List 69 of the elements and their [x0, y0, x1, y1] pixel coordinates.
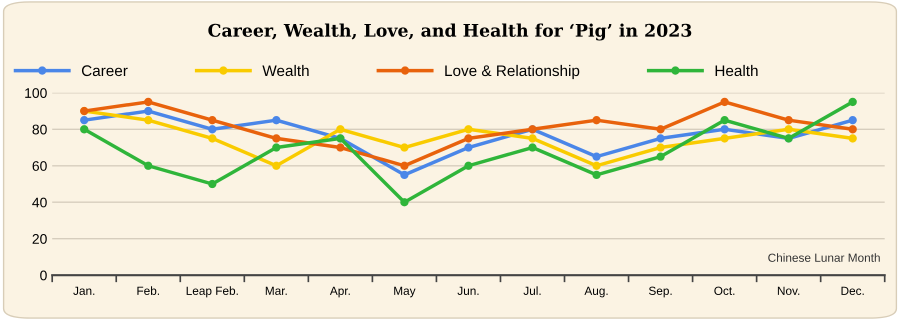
- point: [656, 125, 665, 134]
- point: [656, 134, 665, 143]
- point: [144, 106, 152, 116]
- point: [784, 116, 793, 124]
- point: [464, 125, 473, 134]
- legend-label: Wealth: [262, 64, 309, 76]
- x-tick-label: Leap Feb.: [186, 286, 238, 298]
- x-tick-label: Mar.: [266, 286, 287, 295]
- y-tick-label: 80: [32, 124, 47, 134]
- point: [848, 134, 857, 143]
- point: [720, 125, 729, 134]
- point: [720, 116, 729, 124]
- x-tick-label: Jan.: [73, 286, 94, 295]
- point: [144, 98, 152, 106]
- legend-label: Health: [716, 64, 758, 76]
- point: [720, 98, 729, 106]
- point: [208, 180, 216, 188]
- point: [464, 143, 473, 152]
- point: [400, 198, 409, 206]
- x-tick-label: Jun.: [457, 286, 479, 295]
- point: [848, 116, 857, 124]
- point: [272, 116, 280, 124]
- y-tick-label: 20: [32, 234, 47, 244]
- x-tick-label: Feb.: [137, 286, 159, 295]
- x-tick-label: Aug.: [584, 286, 608, 298]
- point: [80, 116, 88, 124]
- point: [272, 162, 280, 170]
- x-tick-label: Oct.: [714, 286, 734, 295]
- legend-label: Love & Relationship: [445, 64, 580, 80]
- point: [464, 162, 473, 170]
- point: [528, 143, 537, 152]
- point: [592, 116, 601, 124]
- y-tick-label: 0: [40, 270, 47, 280]
- y-tick-label: 60: [32, 161, 47, 171]
- x-tick-label: Jul.: [523, 286, 541, 295]
- chart-title: Career, Wealth, Love, and Health for ‘Pig’ in 2023: [208, 23, 692, 41]
- point: [336, 143, 345, 152]
- point: [848, 125, 857, 134]
- point: [208, 134, 216, 143]
- x-tick-label: Dec.: [842, 286, 864, 295]
- point: [656, 143, 665, 152]
- point: [848, 98, 857, 106]
- point: [400, 162, 409, 170]
- x-tick-label: Nov.: [778, 286, 800, 295]
- point: [144, 116, 152, 124]
- point: [656, 152, 665, 161]
- legend-label: Career: [82, 65, 128, 76]
- point: [208, 125, 216, 134]
- point: [592, 162, 601, 170]
- point: [80, 125, 88, 134]
- point: [208, 116, 216, 124]
- x-tick-label: May: [394, 286, 416, 298]
- point: [272, 134, 280, 143]
- point: [336, 125, 345, 134]
- x-axis-title: Chinese Lunar Month: [768, 253, 880, 262]
- point: [720, 134, 729, 143]
- y-tick-label: 100: [25, 88, 47, 98]
- point: [400, 143, 409, 152]
- point: [592, 152, 601, 161]
- point: [784, 125, 793, 134]
- point: [464, 134, 473, 143]
- point: [144, 162, 152, 170]
- x-tick-label: Sep.: [648, 286, 672, 298]
- x-tick-label: Apr.: [330, 286, 350, 298]
- y-tick-label: 40: [32, 198, 47, 208]
- point: [272, 143, 280, 152]
- point: [528, 134, 537, 143]
- point: [592, 170, 601, 180]
- point: [400, 170, 409, 180]
